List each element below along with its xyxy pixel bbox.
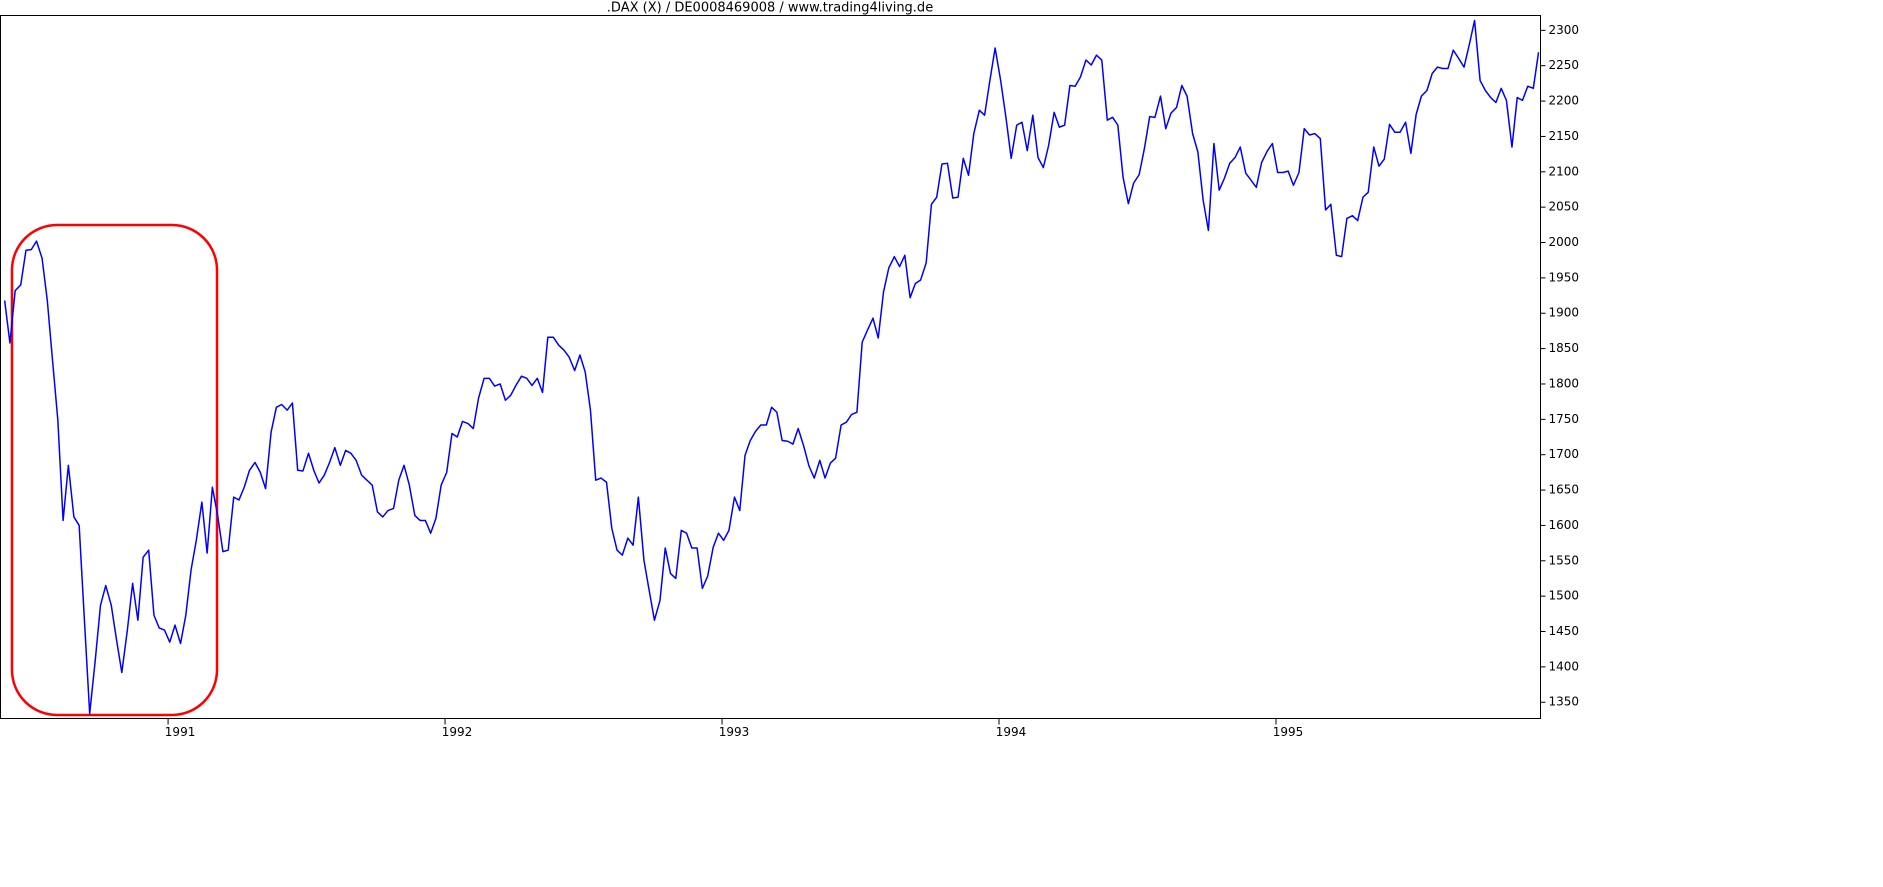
x-tick-label: 1991 bbox=[165, 725, 196, 739]
y-tick-label: 1750 bbox=[1549, 412, 1580, 426]
y-tick-label: 1350 bbox=[1549, 695, 1580, 709]
x-tick-label: 1993 bbox=[719, 725, 750, 739]
y-tick-label: 1450 bbox=[1549, 624, 1580, 638]
price-line bbox=[3, 19, 1540, 715]
x-tick-label: 1994 bbox=[996, 725, 1027, 739]
y-tick-label: 1500 bbox=[1549, 589, 1580, 603]
y-tick-label: 1950 bbox=[1549, 270, 1580, 284]
y-tick-label: 2150 bbox=[1549, 129, 1580, 143]
y-tick-label: 2050 bbox=[1549, 200, 1580, 214]
y-tick-label: 1800 bbox=[1549, 376, 1580, 390]
plot-frame bbox=[0, 15, 1541, 719]
y-tick-label: 2000 bbox=[1549, 235, 1580, 249]
y-tick-label: 1700 bbox=[1549, 447, 1580, 461]
y-tick-label: 1850 bbox=[1549, 341, 1580, 355]
y-tick-label: 2200 bbox=[1549, 94, 1580, 108]
y-tick-label: 2250 bbox=[1549, 58, 1580, 72]
chart-title: .DAX (X) / DE0008469008 / www.trading4li… bbox=[607, 1, 933, 16]
highlight-box bbox=[10, 223, 219, 717]
y-tick-label: 1900 bbox=[1549, 306, 1580, 320]
y-tick-label: 1400 bbox=[1549, 659, 1580, 673]
y-tick-label: 2300 bbox=[1549, 23, 1580, 37]
x-tick-label: 1995 bbox=[1273, 725, 1304, 739]
y-tick-label: 1600 bbox=[1549, 518, 1580, 532]
y-tick-label: 2100 bbox=[1549, 164, 1580, 178]
y-tick-label: 1650 bbox=[1549, 483, 1580, 497]
y-tick-label: 1550 bbox=[1549, 553, 1580, 567]
x-tick-label: 1992 bbox=[442, 725, 473, 739]
